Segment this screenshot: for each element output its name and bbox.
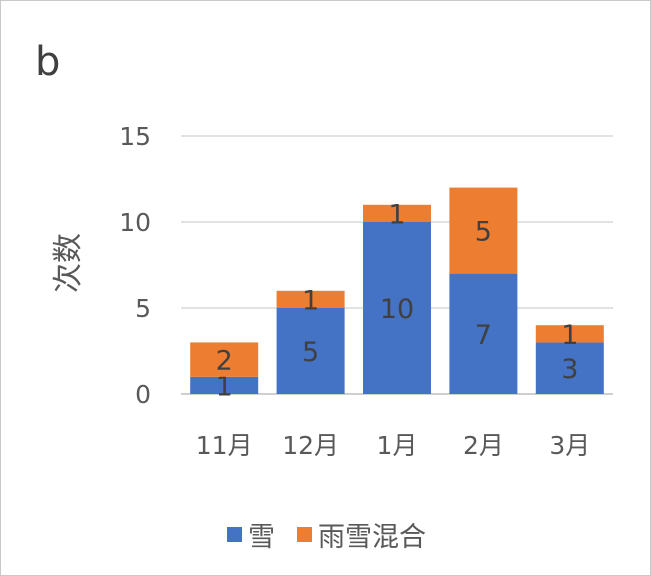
bar-mixed	[363, 204, 431, 222]
y-tick-label: 5	[135, 294, 151, 323]
bar-snow	[363, 222, 431, 394]
data-label: 1	[388, 199, 405, 230]
legend-label-mixed: 雨雪混合	[318, 522, 426, 553]
data-label: 1	[302, 285, 319, 316]
panel-label: b	[35, 39, 61, 85]
legend: 雪 雨雪混合	[1, 515, 651, 554]
bar-snow	[276, 308, 345, 394]
y-tick-label: 10	[119, 208, 151, 237]
legend-label-snow: 雪	[248, 522, 275, 553]
data-label: 5	[302, 337, 319, 368]
bar-mixed	[449, 187, 518, 274]
y-tick-label: 0	[135, 380, 151, 409]
bar-mixed	[190, 342, 259, 377]
x-tick-label: 1月	[377, 431, 418, 460]
y-tick-label: 15	[119, 122, 151, 151]
legend-swatch-snow	[227, 527, 242, 542]
data-label: 1	[561, 320, 578, 351]
data-label: 7	[475, 320, 492, 351]
legend-item-snow: 雪	[227, 515, 275, 554]
bar-snow	[535, 342, 604, 394]
bar-mixed	[276, 290, 345, 308]
data-label: 5	[475, 217, 492, 248]
x-tick-label: 2月	[463, 431, 504, 460]
x-tick-label: 12月	[282, 431, 339, 460]
data-label: 1	[216, 371, 233, 402]
legend-item-mixed: 雨雪混合	[297, 515, 426, 554]
bar-mixed	[535, 325, 604, 343]
bar-snow	[449, 273, 518, 394]
bar-snow	[190, 376, 259, 394]
data-label: 3	[561, 354, 578, 385]
data-label: 10	[380, 294, 414, 325]
data-label: 2	[216, 346, 233, 377]
legend-swatch-mixed	[297, 527, 312, 542]
x-tick-label: 3月	[549, 431, 590, 460]
x-tick-label: 11月	[196, 431, 253, 460]
